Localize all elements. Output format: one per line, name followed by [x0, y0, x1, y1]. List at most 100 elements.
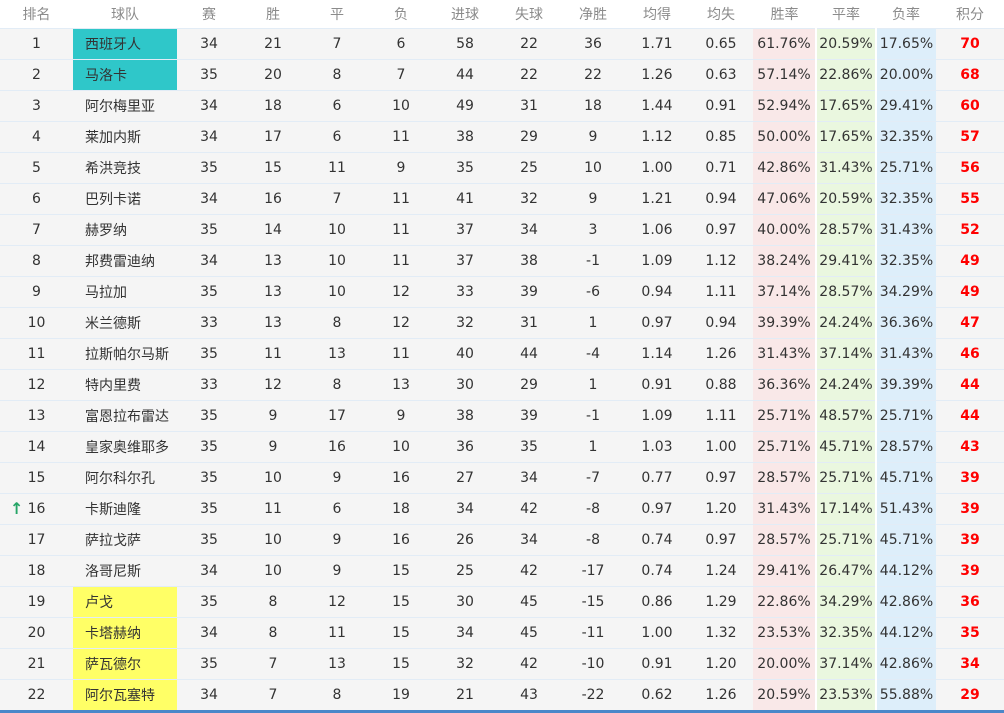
column-header-loss_rate: 负率: [876, 0, 936, 29]
rank-cell: 5: [0, 152, 73, 184]
goals_against-cell: 34: [497, 462, 561, 494]
column-header-goals_for: 进球: [433, 0, 497, 29]
table-row: 21 萨瓦德尔 35 7 13 15 32 42 -10 0.91 1.20 20.00% 37.14%…: [0, 648, 1004, 680]
points-cell: 57: [936, 121, 1004, 153]
rank-cell: 12: [0, 369, 73, 401]
team-name-cell[interactable]: 阿尔瓦塞特: [73, 679, 177, 712]
team-name-cell[interactable]: 邦费雷迪纳: [73, 245, 177, 277]
team-name-cell[interactable]: 卢戈: [73, 586, 177, 618]
played-cell: 34: [177, 28, 241, 60]
table-row: 2 马洛卡 35 20 8 7 44 22 22 1.26 0.63 57.14% 22.86% 20.0…: [0, 59, 1004, 91]
rank-value: 16: [27, 501, 46, 517]
rank-cell: 20: [0, 617, 73, 649]
loss_rate-cell: 51.43%: [875, 493, 936, 525]
win_rate-cell: 36.36%: [753, 369, 816, 401]
wins-cell: 17: [241, 121, 305, 153]
team-name-cell[interactable]: 莱加内斯: [73, 121, 177, 153]
team-name-cell[interactable]: 马拉加: [73, 276, 177, 308]
table-row: 6 巴列卡诺 34 16 7 11 41 32 9 1.21 0.94 47.06% 20.59% 32.…: [0, 183, 1004, 215]
table-row: 19 卢戈 35 8 12 15 30 45 -15 0.86 1.29 22.86% 34.29% 42…: [0, 586, 1004, 618]
draw_rate-cell: 23.53%: [815, 679, 876, 712]
losses-cell: 13: [369, 369, 433, 401]
wins-cell: 8: [241, 586, 305, 618]
losses-cell: 15: [369, 648, 433, 680]
draw_rate-cell: 26.47%: [815, 555, 876, 587]
avg_scored-cell: 1.09: [625, 400, 689, 432]
win_rate-cell: 31.43%: [753, 493, 816, 525]
team-name-cell[interactable]: 拉斯帕尔马斯: [73, 338, 177, 370]
goals_against-cell: 31: [497, 90, 561, 122]
points-cell: 39: [936, 493, 1004, 525]
draw_rate-cell: 28.57%: [815, 276, 876, 308]
goal_diff-cell: -1: [561, 245, 625, 277]
draws-cell: 9: [305, 524, 369, 556]
goals_for-cell: 33: [433, 276, 497, 308]
goals_for-cell: 25: [433, 555, 497, 587]
rank-cell: 21: [0, 648, 73, 680]
played-cell: 35: [177, 524, 241, 556]
goals_for-cell: 34: [433, 617, 497, 649]
losses-cell: 11: [369, 338, 433, 370]
avg_scored-cell: 1.26: [625, 59, 689, 91]
points-cell: 47: [936, 307, 1004, 339]
team-name-cell[interactable]: 洛哥尼斯: [73, 555, 177, 587]
team-name-cell[interactable]: 阿尔科尔孔: [73, 462, 177, 494]
wins-cell: 7: [241, 648, 305, 680]
goal_diff-cell: 36: [561, 28, 625, 60]
points-cell: 39: [936, 462, 1004, 494]
draws-cell: 6: [305, 493, 369, 525]
rank-cell: 4: [0, 121, 73, 153]
draws-cell: 16: [305, 431, 369, 463]
wins-cell: 14: [241, 214, 305, 246]
team-name-cell[interactable]: 富恩拉布雷达: [73, 400, 177, 432]
points-cell: 49: [936, 276, 1004, 308]
team-name-cell[interactable]: 皇家奥维耶多: [73, 431, 177, 463]
team-name-cell[interactable]: 米兰德斯: [73, 307, 177, 339]
avg_conceded-cell: 0.94: [689, 183, 753, 215]
goal_diff-cell: -17: [561, 555, 625, 587]
points-cell: 56: [936, 152, 1004, 184]
team-name-cell[interactable]: 希洪竞技: [73, 152, 177, 184]
draws-cell: 8: [305, 679, 369, 712]
goals_for-cell: 41: [433, 183, 497, 215]
losses-cell: 16: [369, 524, 433, 556]
wins-cell: 8: [241, 617, 305, 649]
avg_conceded-cell: 0.88: [689, 369, 753, 401]
team-name-cell[interactable]: 马洛卡: [73, 59, 177, 91]
draw_rate-cell: 24.24%: [815, 369, 876, 401]
avg_scored-cell: 0.62: [625, 679, 689, 712]
team-name-cell[interactable]: 卡塔赫纳: [73, 617, 177, 649]
column-header-draw_rate: 平率: [816, 0, 876, 29]
goals_against-cell: 45: [497, 586, 561, 618]
team-name-cell[interactable]: 卡斯迪隆: [73, 493, 177, 525]
goals_for-cell: 35: [433, 152, 497, 184]
avg_scored-cell: 1.12: [625, 121, 689, 153]
team-name-cell[interactable]: 阿尔梅里亚: [73, 90, 177, 122]
draws-cell: 13: [305, 648, 369, 680]
table-row: 12 特内里费 33 12 8 13 30 29 1 0.91 0.88 36.36% 24.24% 39…: [0, 369, 1004, 401]
team-name-cell[interactable]: 特内里费: [73, 369, 177, 401]
goals_against-cell: 42: [497, 648, 561, 680]
goals_for-cell: 37: [433, 245, 497, 277]
avg_scored-cell: 1.21: [625, 183, 689, 215]
win_rate-cell: 29.41%: [753, 555, 816, 587]
points-cell: 46: [936, 338, 1004, 370]
played-cell: 35: [177, 431, 241, 463]
goal_diff-cell: 3: [561, 214, 625, 246]
win_rate-cell: 40.00%: [753, 214, 816, 246]
team-name-cell[interactable]: 西班牙人: [73, 28, 177, 60]
table-row: 1 西班牙人 34 21 7 6 58 22 36 1.71 0.65 61.76% 20.59% 17.…: [0, 28, 1004, 60]
team-name-cell[interactable]: 萨拉戈萨: [73, 524, 177, 556]
losses-cell: 10: [369, 90, 433, 122]
team-name-cell[interactable]: 巴列卡诺: [73, 183, 177, 215]
team-name-cell[interactable]: 赫罗纳: [73, 214, 177, 246]
rank-cell: 18: [0, 555, 73, 587]
goals_against-cell: 31: [497, 307, 561, 339]
losses-cell: 10: [369, 431, 433, 463]
column-header-avg_conceded: 均失: [689, 0, 753, 29]
draw_rate-cell: 32.35%: [815, 617, 876, 649]
avg_conceded-cell: 0.97: [689, 524, 753, 556]
loss_rate-cell: 55.88%: [875, 679, 936, 712]
win_rate-cell: 25.71%: [753, 431, 816, 463]
team-name-cell[interactable]: 萨瓦德尔: [73, 648, 177, 680]
